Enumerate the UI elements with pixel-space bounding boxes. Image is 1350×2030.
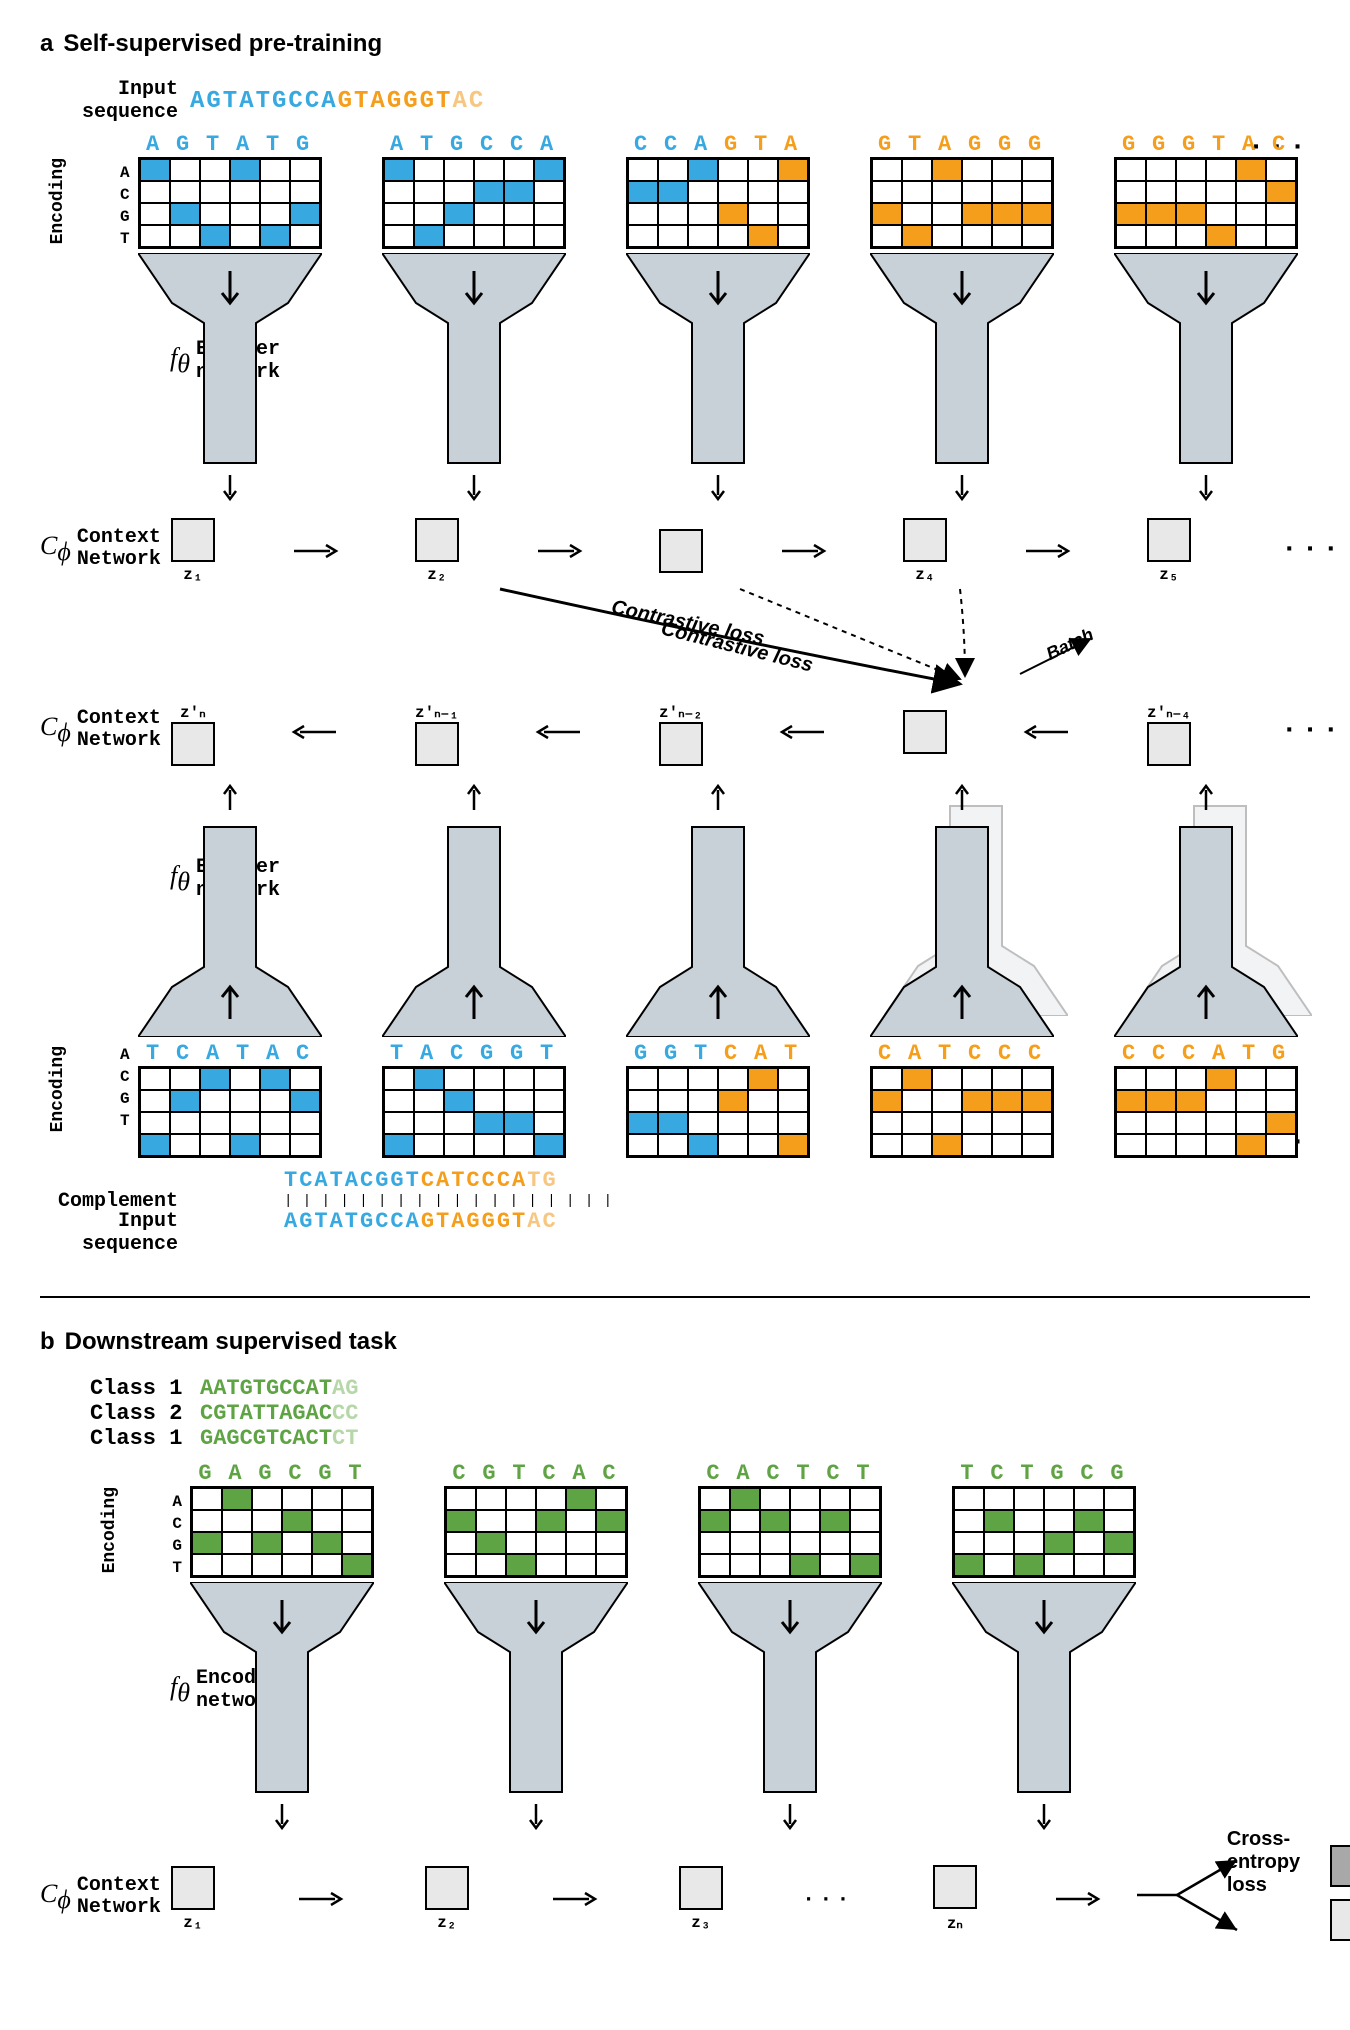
ctx-bottom-dots: ··· <box>1281 715 1343 746</box>
encoder-block-b-0: GAGCGT <box>190 1461 374 1837</box>
panel-a-title: a Self-supervised pre-training <box>40 30 1310 58</box>
input-sequence-text-2: AGTATGCCAGTAGGGTAC <box>284 1209 613 1234</box>
complement-sequence-text: TCATACGGTCATCCCATG <box>284 1168 613 1193</box>
contrastive-region: Contrastive loss Contrastive loss Batch <box>190 584 1310 694</box>
input-sequence-label-2: Input sequence <box>40 1210 190 1256</box>
context-row-top: Cϕ Context Network z₁z₂z₄z₅ ··· <box>40 514 1310 584</box>
panel-b: b Downstream supervised task Class 1AATGT… <box>40 1328 1310 1951</box>
encoder-block-b-2: CACTCT <box>698 1461 882 1837</box>
encoding-vert-label: Encoding <box>48 158 68 244</box>
panel-a-title-text: Self-supervised pre-training <box>63 30 382 57</box>
panel-b-title-text: Downstream supervised task <box>65 1328 397 1355</box>
encoder-block-top-3: GTAGGG <box>870 132 1054 508</box>
panel-a: a Self-supervised pre-training Input sequ… <box>40 30 1310 1256</box>
c-phi-bottom: Cϕ <box>40 712 71 741</box>
row-labels-bottom: ACGT <box>120 1044 130 1132</box>
bottom-blocks-row: Encoding ACGT TCATAC TACGGT GGTCAT CATCCC CC… <box>40 782 1310 1158</box>
input-sequence-row: Input sequence AGTATGCCAGTAGGGTAC <box>40 78 1310 124</box>
panel-separator <box>40 1296 1310 1298</box>
encoder-block-bottom-1: TACGGT <box>382 782 566 1158</box>
class-header: Class 1AATGTGCCATAGClass 2CGTATTAGACCCCl… <box>90 1376 1310 1451</box>
blocks-bottom: TCATAC TACGGT GGTCAT CATCCC CCCATG <box>138 782 1298 1158</box>
c-phi-b: Cϕ <box>40 1879 71 1908</box>
ctx-top-dots: ··· <box>1281 534 1343 565</box>
context-row-bottom: Cϕ Context Network z'ₙz'ₙ₋₁z'ₙ₋₂z'ₙ₋₄ ··… <box>40 694 1310 766</box>
encoder-block-bottom-4: CCCATG <box>1114 782 1298 1158</box>
c-phi-top: Cϕ <box>40 531 71 560</box>
encoder-block-bottom-0: TCATAC <box>138 782 322 1158</box>
encoder-block-top-2: CCAGTA <box>626 132 810 508</box>
context-row-b: Cϕ Context Network z₁z₂z₃···zₙ Cross- en… <box>40 1843 1310 1951</box>
encoder-block-b-3: TCTGCG <box>952 1461 1136 1837</box>
complement-ticks: | | | | | | | | | | | | | | | | | | <box>284 1193 613 1209</box>
panelb-blocks-row: Encoding ACGT GAGCGT CGTCAC CACTCT TCTGCG <box>40 1461 1310 1837</box>
input-sequence-label: Input sequence <box>40 78 190 124</box>
encoder-block-top-0: AGTATG <box>138 132 322 508</box>
encoder-block-b-1: CGTCAC <box>444 1461 628 1837</box>
blocks-top: AGTATG ATGCCA CCAGTA GTAGGG GGGTAC <box>138 132 1298 508</box>
encoder-block-bottom-2: GGTCAT <box>626 782 810 1158</box>
input-sequence-text: AGTATGCCAGTAGGGTAC <box>190 88 485 115</box>
row-labels-b: ACGT <box>172 1491 182 1579</box>
encoding-vert-label-b: Encoding <box>100 1487 120 1573</box>
legend: Class 1Class 2 <box>1330 1843 1350 1951</box>
panel-a-letter: a <box>40 30 53 57</box>
encoder-block-top-1: ATGCCA <box>382 132 566 508</box>
encoding-vert-label-bottom: Encoding <box>48 1046 68 1132</box>
ctx-top-row: z₁z₂z₄z₅ <box>101 518 1261 584</box>
cross-entropy-label: Cross- entropy loss <box>1227 1828 1300 1897</box>
ctx-b-row: z₁z₂z₃···zₙ <box>101 1865 1107 1933</box>
input-seq-row-2: Input sequence <box>40 1210 1310 1256</box>
blocks-b: GAGCGT CGTCAC CACTCT TCTGCG <box>190 1461 1136 1837</box>
panel-b-letter: b <box>40 1328 55 1355</box>
encoder-block-top-4: GGGTAC <box>1114 132 1298 508</box>
ctx-bottom-row: z'ₙz'ₙ₋₁z'ₙ₋₂z'ₙ₋₄ <box>101 698 1261 766</box>
row-labels-top: ACGT <box>120 162 130 250</box>
panel-b-title: b Downstream supervised task <box>40 1328 1310 1356</box>
encoder-block-bottom-3: CATCCC <box>870 782 1054 1158</box>
top-blocks-row: Encoding ACGT AGTATG ATGCCA CCAGTA GTAGGG GG… <box>40 132 1310 508</box>
